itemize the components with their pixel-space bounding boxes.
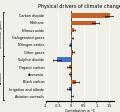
Bar (71, 28, 74, 32)
Bar (69, 87, 71, 91)
Bar (71, 35, 72, 40)
X-axis label: Contribution in °C: Contribution in °C (65, 109, 95, 112)
Bar (71, 21, 96, 25)
Bar (71, 94, 72, 99)
Bar (71, 80, 76, 84)
Bar (70, 72, 71, 77)
Bar (57, 57, 71, 62)
Bar (70, 43, 71, 47)
Text: Greenhouse gases: Greenhouse gases (0, 20, 3, 48)
Bar (71, 50, 73, 55)
Text: Aerosols: Aerosols (0, 72, 3, 84)
Bar (71, 13, 110, 18)
Title: Physical drivers of climate change: Physical drivers of climate change (38, 4, 120, 9)
Bar (69, 65, 71, 69)
